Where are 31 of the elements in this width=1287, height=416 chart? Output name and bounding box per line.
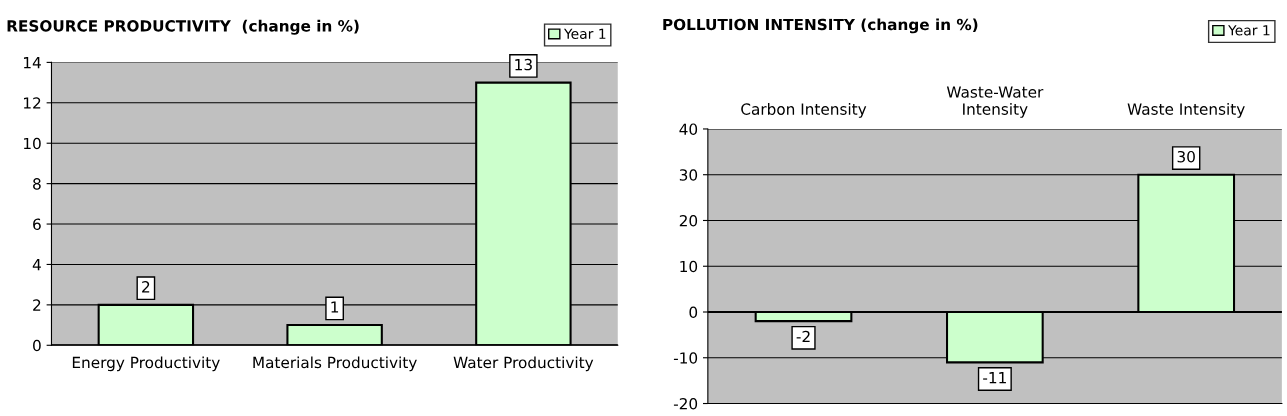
y-tick-label: 8 [33, 178, 41, 190]
y-tick-label: 40 [679, 123, 698, 135]
y-tick-label: 14 [23, 57, 41, 69]
chart-title: RESOURCE PRODUCTIVITY (change in %) [7, 19, 359, 35]
data-label: 30 [1177, 150, 1195, 163]
legend-label: Year 1 [563, 28, 606, 39]
y-tick-label: -20 [673, 397, 698, 410]
x-tick-label: Waste Intensity [1127, 103, 1245, 118]
y-tick-label: -10 [673, 352, 698, 364]
y-tick-label: 6 [33, 218, 41, 231]
y-tick-label: 0 [689, 306, 698, 319]
data-label: 13 [515, 58, 532, 71]
x-tick-label: Materials Productivity [253, 356, 417, 372]
data-label: 1 [331, 301, 339, 313]
x-tick-label: Waste-Water Intensity [946, 86, 1044, 118]
y-tick-label: 0 [33, 339, 41, 352]
data-label: -2 [796, 330, 810, 343]
x-tick-label: Energy Productivity [72, 356, 220, 372]
chart-title: POLLUTION INTENSITY (change in %) [663, 18, 978, 34]
y-tick-label: 10 [680, 260, 698, 273]
y-tick-label: 12 [23, 97, 41, 109]
x-tick-label: Carbon Intensity [741, 103, 867, 118]
legend-label: Year 1 [1228, 25, 1270, 36]
y-tick-label: 20 [679, 214, 698, 227]
data-label: 2 [142, 281, 150, 293]
data-label: -11 [983, 372, 1006, 384]
y-tick-label: 4 [32, 259, 41, 271]
y-tick-label: 30 [679, 169, 698, 181]
y-tick-label: 10 [23, 137, 41, 150]
x-tick-label: Water Productivity [453, 356, 594, 372]
y-tick-label: 2 [33, 299, 41, 311]
